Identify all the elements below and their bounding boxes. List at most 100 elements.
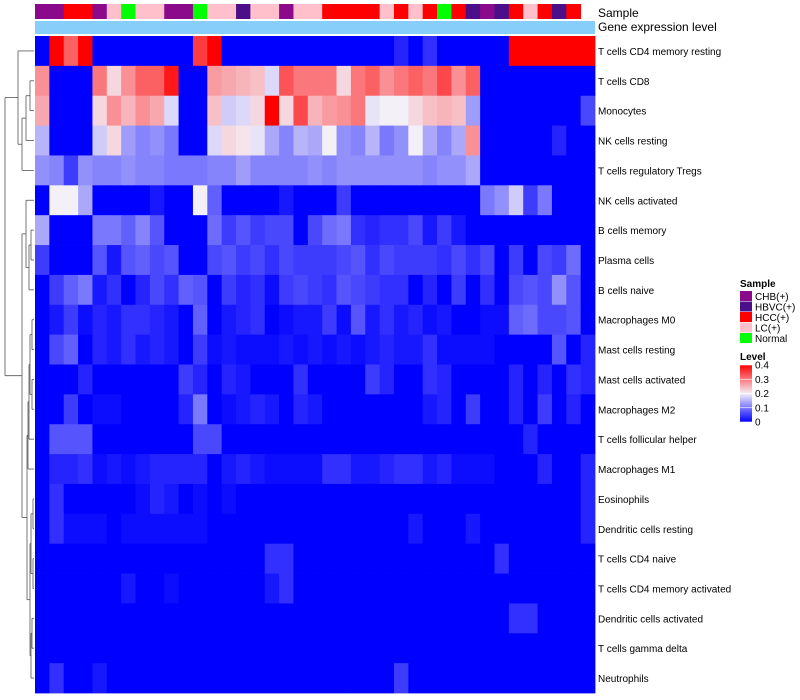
heatmap-cell <box>63 543 79 574</box>
heatmap-cell <box>63 483 79 515</box>
heatmap-cell <box>164 334 179 365</box>
heatmap-cell <box>494 663 510 694</box>
heatmap-cell <box>35 603 50 634</box>
sample-track-cell <box>408 4 424 19</box>
heatmap-cell <box>537 65 553 97</box>
heatmap-cell <box>551 215 567 246</box>
heatmap-cell <box>551 155 567 186</box>
heatmap-cell <box>78 155 93 186</box>
heatmap-cell <box>279 364 294 395</box>
row-label: Monocytes <box>598 107 646 118</box>
heatmap-cell <box>393 215 409 246</box>
sample-track-cell <box>63 4 79 19</box>
sample-legend-swatch <box>740 333 752 343</box>
heatmap-cell <box>250 36 266 67</box>
heatmap-cell <box>221 543 237 574</box>
heatmap-cell <box>523 95 538 126</box>
heatmap-cell <box>121 95 136 126</box>
heatmap-cell <box>465 95 481 126</box>
heatmap-cell <box>393 394 409 425</box>
sample-track-cell <box>508 4 524 19</box>
heatmap-cell <box>264 334 280 365</box>
heatmap-cell <box>178 185 194 216</box>
heatmap-cell <box>437 483 452 515</box>
heatmap-cell <box>178 364 194 395</box>
heatmap-cell <box>135 513 151 545</box>
heatmap-cell <box>250 633 266 664</box>
heatmap-cell <box>250 125 266 156</box>
heatmap-cell <box>537 543 553 574</box>
heatmap-cell <box>264 95 280 126</box>
heatmap-cell <box>49 304 65 336</box>
heatmap-cell <box>178 394 194 425</box>
heatmap-cell <box>106 483 122 515</box>
heatmap-cell <box>508 663 524 694</box>
heatmap-cell <box>78 65 93 97</box>
heatmap-cell <box>465 155 481 186</box>
heatmap-cell <box>307 125 323 156</box>
heatmap-cell <box>63 603 79 634</box>
heatmap-cell <box>408 304 424 336</box>
heatmap-cell <box>422 155 438 186</box>
heatmap-cell <box>135 274 151 306</box>
heatmap-cell <box>350 215 366 246</box>
heatmap-cell <box>236 215 251 246</box>
sample-track-cell <box>379 4 395 19</box>
heatmap-cell <box>451 603 467 634</box>
heatmap-cell <box>537 274 553 306</box>
heatmap-cell <box>523 663 538 694</box>
heatmap-cell <box>221 483 237 515</box>
heatmap-cell <box>350 65 366 97</box>
heatmap-cell <box>393 36 409 67</box>
heatmap-cell <box>508 424 524 455</box>
heatmap-cell <box>293 573 309 604</box>
row-label: T cells follicular helper <box>598 435 697 446</box>
heatmap-cell <box>537 663 553 694</box>
heatmap-cell <box>393 633 409 664</box>
heatmap-cell <box>49 36 65 67</box>
heatmap-cell <box>551 65 567 97</box>
heatmap-cell <box>293 483 309 515</box>
heatmap-cell <box>336 274 352 306</box>
heatmap-cell <box>35 155 50 186</box>
heatmap-cell <box>408 334 424 365</box>
heatmap-cell <box>78 185 93 216</box>
heatmap-cell <box>551 95 567 126</box>
heatmap-cell <box>465 65 481 97</box>
heatmap-cell <box>322 513 337 545</box>
heatmap-cell <box>135 603 151 634</box>
sample-track-cell <box>451 4 467 19</box>
heatmap-cell <box>537 394 553 425</box>
heatmap-cell <box>293 394 309 425</box>
heatmap-cell <box>236 364 251 395</box>
heatmap-cell <box>149 215 165 246</box>
heatmap-cell <box>422 125 438 156</box>
heatmap-cell <box>149 513 165 545</box>
heatmap-cell <box>566 454 582 485</box>
heatmap-cell <box>465 125 481 156</box>
heatmap-cell <box>135 543 151 574</box>
heatmap-cell <box>279 95 294 126</box>
heatmap-cell <box>279 483 294 515</box>
heatmap-cell <box>35 663 50 694</box>
level-legend-tick-label: 0 <box>755 418 761 429</box>
heatmap-cell <box>164 364 179 395</box>
heatmap-cell <box>580 274 596 306</box>
heatmap-cell <box>508 36 524 67</box>
heatmap-cell <box>365 185 381 216</box>
heatmap-cell <box>494 603 510 634</box>
heatmap-cell <box>336 245 352 276</box>
heatmap-cell <box>178 663 194 694</box>
heatmap-cell <box>78 573 93 604</box>
heatmap-cell <box>279 125 294 156</box>
heatmap-cell <box>408 603 424 634</box>
heatmap-cell <box>149 334 165 365</box>
heatmap-cell <box>92 125 108 156</box>
heatmap-cell <box>480 334 495 365</box>
heatmap-cell <box>135 215 151 246</box>
heatmap-cell <box>279 334 294 365</box>
heatmap-cell <box>293 245 309 276</box>
heatmap-cell <box>379 245 395 276</box>
heatmap-cell <box>106 364 122 395</box>
heatmap-cell <box>451 334 467 365</box>
